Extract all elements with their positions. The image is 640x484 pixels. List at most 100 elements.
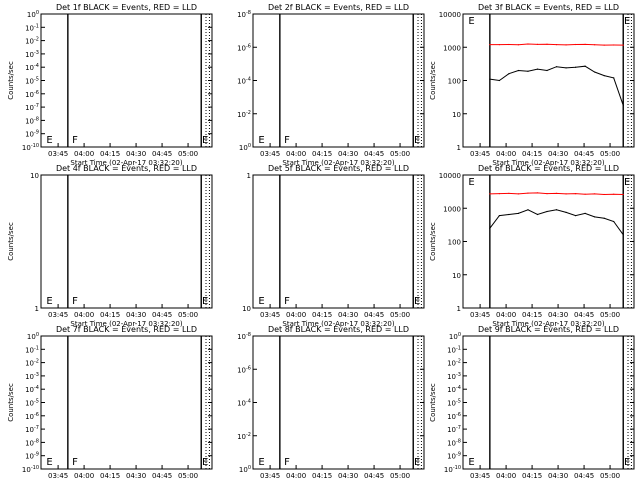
y-tick-label: 10-9 [25, 452, 39, 461]
x-tick-label: 03:45 [48, 311, 68, 319]
x-tick-label: 04:45 [152, 472, 172, 480]
detector-panel-5: Det 5f BLACK = Events, RED = LLD 10 1 03:45… [242, 164, 425, 328]
y-tick-label: 10-10 [22, 465, 39, 474]
data-point [536, 213, 539, 216]
panel-title: Det 6f BLACK = Events, RED = LLD [478, 164, 619, 173]
data-point [594, 44, 596, 46]
data-point [584, 65, 586, 67]
data-point [574, 43, 577, 46]
x-tick-label: 04:00 [496, 150, 516, 158]
marker-letter: E [624, 457, 630, 468]
data-point [508, 43, 510, 46]
marker-letter: E [624, 177, 630, 188]
x-tick-label: 04:15 [100, 311, 120, 319]
data-point [527, 70, 529, 72]
y-tick-label: 1000 [443, 44, 461, 52]
x-tick-label: 04:30 [548, 150, 568, 158]
x-tick-label: 04:45 [364, 472, 384, 480]
data-point [565, 67, 567, 69]
panel-title: Det 9f BLACK = Events, RED = LLD [478, 325, 619, 334]
x-tick-label: 04:45 [574, 150, 594, 158]
y-tick-label: 10 [242, 305, 251, 313]
data-point [622, 234, 624, 236]
marker-letter: E [468, 16, 474, 27]
y-tick-label: 10-8 [447, 438, 461, 447]
x-tick-label: 04:15 [522, 311, 542, 319]
y-tick-label: 100 [449, 332, 461, 341]
plot-frame [252, 335, 425, 470]
y-tick-label: 10-3 [447, 372, 461, 381]
x-tick-label: 04:45 [364, 150, 384, 158]
data-point [584, 193, 586, 195]
x-axis-label: Start Time (02-Apr-17 03:32:20) [70, 320, 182, 328]
marker-letter: E [468, 457, 474, 468]
data-point [546, 210, 548, 213]
x-tick-label: 05:00 [178, 472, 198, 480]
data-point [517, 44, 520, 46]
data-point [527, 192, 529, 194]
x-tick-label: 04:00 [286, 311, 306, 319]
y-tick-label: 10-8 [237, 332, 251, 341]
y-axis-label: Counts/sec [429, 61, 437, 100]
y-tick-label: 10-8 [25, 438, 39, 447]
data-point [594, 71, 596, 73]
y-tick-label: 10 [30, 172, 39, 180]
y-tick-label: 10-4 [25, 63, 39, 72]
detector-panel-4: Det 4f BLACK = Events, RED = LLD Counts/s… [7, 164, 213, 328]
y-tick-label: 100 [27, 332, 39, 341]
detector-panel-2: Det 2f BLACK = Events, RED = LLD 100 10-2 1… [237, 3, 425, 167]
x-tick-label: 05:00 [600, 472, 620, 480]
x-axis-label: Start Time (02-Apr-17 03:32:20) [70, 159, 182, 167]
plot-frame [40, 174, 213, 309]
y-tick-label: 10-6 [237, 43, 251, 52]
x-tick-label: 04:15 [312, 150, 332, 158]
data-point [574, 193, 577, 195]
panel-title: Det 1f BLACK = Events, RED = LLD [56, 3, 197, 12]
panel-title: Det 5f BLACK = Events, RED = LLD [268, 164, 409, 173]
data-point [594, 216, 596, 218]
detector-panel-1: Det 1f BLACK = Events, RED = LLD Counts/s… [7, 3, 213, 167]
data-point [489, 227, 491, 229]
x-tick-label: 04:00 [74, 150, 94, 158]
y-tick-label: 10 [452, 272, 461, 280]
marker-letter: E [46, 135, 52, 146]
data-point [594, 193, 596, 195]
data-point [508, 73, 510, 75]
x-tick-label: 04:30 [338, 311, 358, 319]
y-tick-label: 10-9 [25, 130, 39, 139]
data-point [508, 213, 510, 216]
marker-letter: E [258, 457, 264, 468]
data-point [498, 215, 500, 217]
y-tick-label: 10-4 [237, 399, 251, 408]
detector-panel-8: Det 8f BLACK = Events, RED = LLD 100 10-2 1… [237, 325, 425, 484]
detector-panel-3: Det 3f BLACK = Events, RED = LLD Counts/s… [429, 3, 635, 167]
data-point [574, 215, 577, 217]
data-point [546, 69, 548, 72]
plot-frame [40, 335, 213, 470]
data-point [489, 193, 491, 195]
x-tick-label: 04:00 [496, 472, 516, 480]
y-tick-label: 10-5 [25, 399, 39, 408]
data-point [498, 193, 500, 195]
y-tick-label: 10-2 [25, 359, 39, 368]
x-tick-label: 04:30 [338, 472, 358, 480]
x-tick-label: 05:00 [390, 472, 410, 480]
marker-letter: E [202, 296, 208, 307]
data-point [555, 44, 558, 46]
y-tick-label: 10-9 [447, 452, 461, 461]
x-tick-label: 04:15 [100, 472, 120, 480]
data-point [622, 44, 624, 46]
x-axis-label: Start Time (02-Apr-17 03:32:20) [282, 159, 394, 167]
x-tick-label: 04:45 [574, 472, 594, 480]
x-tick-label: 05:00 [390, 150, 410, 158]
detector-panel-7: Det 7f BLACK = Events, RED = LLD Counts/s… [7, 325, 213, 484]
y-tick-label: 10-8 [237, 10, 251, 19]
y-tick-label: 10-4 [237, 77, 251, 86]
y-tick-label: 10-6 [25, 90, 39, 99]
y-tick-label: 1 [247, 172, 251, 180]
detector-panel-6: Det 6f BLACK = Events, RED = LLD Counts/s… [429, 164, 635, 328]
y-tick-label: 1 [35, 305, 39, 313]
y-tick-label: 10-7 [25, 425, 39, 434]
x-tick-label: 04:30 [126, 150, 146, 158]
x-tick-label: 03:45 [48, 150, 68, 158]
